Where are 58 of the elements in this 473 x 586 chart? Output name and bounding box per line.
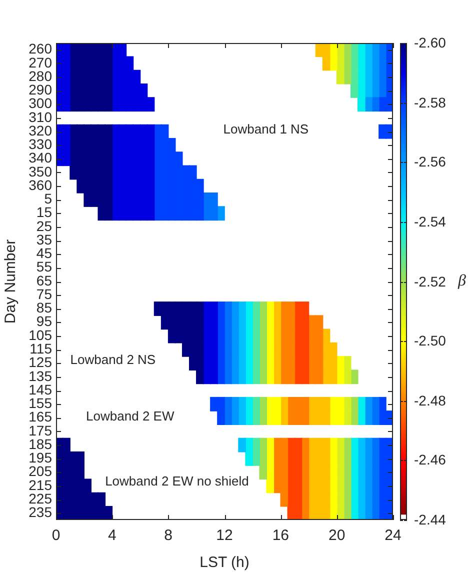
y-tick-label: 85: [36, 300, 52, 316]
x-tick-label: 8: [164, 527, 173, 544]
y-tick-label: 205: [28, 463, 52, 480]
y-tick-label: 105: [28, 326, 52, 343]
y-tick-label: 145: [28, 381, 52, 398]
x-tick-label: 12: [216, 527, 233, 544]
y-tick-label: 155: [28, 395, 52, 412]
y-tick-label: 310: [28, 108, 52, 125]
color-bar-label: -2.56: [414, 153, 446, 170]
color-bar-label: -2.44: [414, 511, 446, 528]
x-tick-label: 0: [52, 527, 60, 544]
y-tick-label: 165: [28, 408, 52, 425]
color-bar-label: -2.46: [414, 451, 446, 468]
x-tick-label: 20: [328, 527, 346, 544]
color-bar-label: -2.50: [414, 332, 446, 348]
y-tick-label: 15: [36, 204, 52, 220]
y-tick-label: 25: [36, 218, 52, 234]
y-tick-label: 185: [28, 436, 52, 452]
y-tick-label: 350: [28, 163, 52, 180]
y-tick-label: 65: [36, 272, 52, 288]
annotation: Lowband 1 NS: [223, 121, 309, 136]
color-bar-title: β: [457, 272, 466, 290]
annotation: Lowband 2 NS: [70, 352, 156, 367]
y-tick-label: 95: [36, 313, 52, 330]
y-axis-title: Day Number: [2, 239, 20, 324]
x-tick-label: 16: [272, 527, 290, 544]
y-tick-label: 270: [28, 54, 52, 70]
y-tick-label: 55: [36, 258, 52, 275]
y-tick-label: 5: [44, 190, 52, 207]
y-tick-label: 75: [36, 286, 52, 302]
color-bar-label: -2.58: [414, 94, 446, 110]
y-tick-label: 360: [28, 176, 52, 193]
y-tick-label: 215: [28, 476, 52, 493]
y-tick-label: 340: [28, 150, 52, 166]
y-tick-label: 45: [36, 245, 52, 262]
y-tick-label: 225: [28, 490, 52, 506]
annotation: Lowband 2 EW: [86, 408, 175, 424]
x-tick-label: 24: [384, 527, 402, 544]
y-tick-label: 115: [30, 340, 52, 356]
y-tick-label: 300: [28, 95, 52, 112]
x-tick-label: 4: [108, 527, 116, 544]
y-tick-label: 195: [28, 450, 52, 466]
color-bar-label: -2.60: [414, 34, 446, 50]
y-tick-label: 290: [28, 82, 52, 98]
x-axis-title: LST (h): [200, 554, 250, 572]
y-tick-label: 280: [28, 68, 52, 84]
color-bar-label: -2.52: [414, 273, 446, 290]
y-tick-label: 330: [28, 136, 52, 152]
color-bar-label: -2.48: [414, 392, 446, 408]
y-tick-label: 235: [28, 504, 52, 520]
y-tick-label: 175: [28, 422, 52, 438]
annotation: Lowband 2 EW no shield: [105, 473, 249, 488]
color-bar-label: -2.54: [414, 213, 446, 230]
y-tick-label: 35: [36, 231, 52, 248]
y-tick-label: 135: [28, 368, 52, 384]
y-tick-label: 125: [28, 354, 52, 370]
y-tick-label: 260: [28, 40, 52, 57]
y-tick-label: 320: [28, 122, 52, 138]
